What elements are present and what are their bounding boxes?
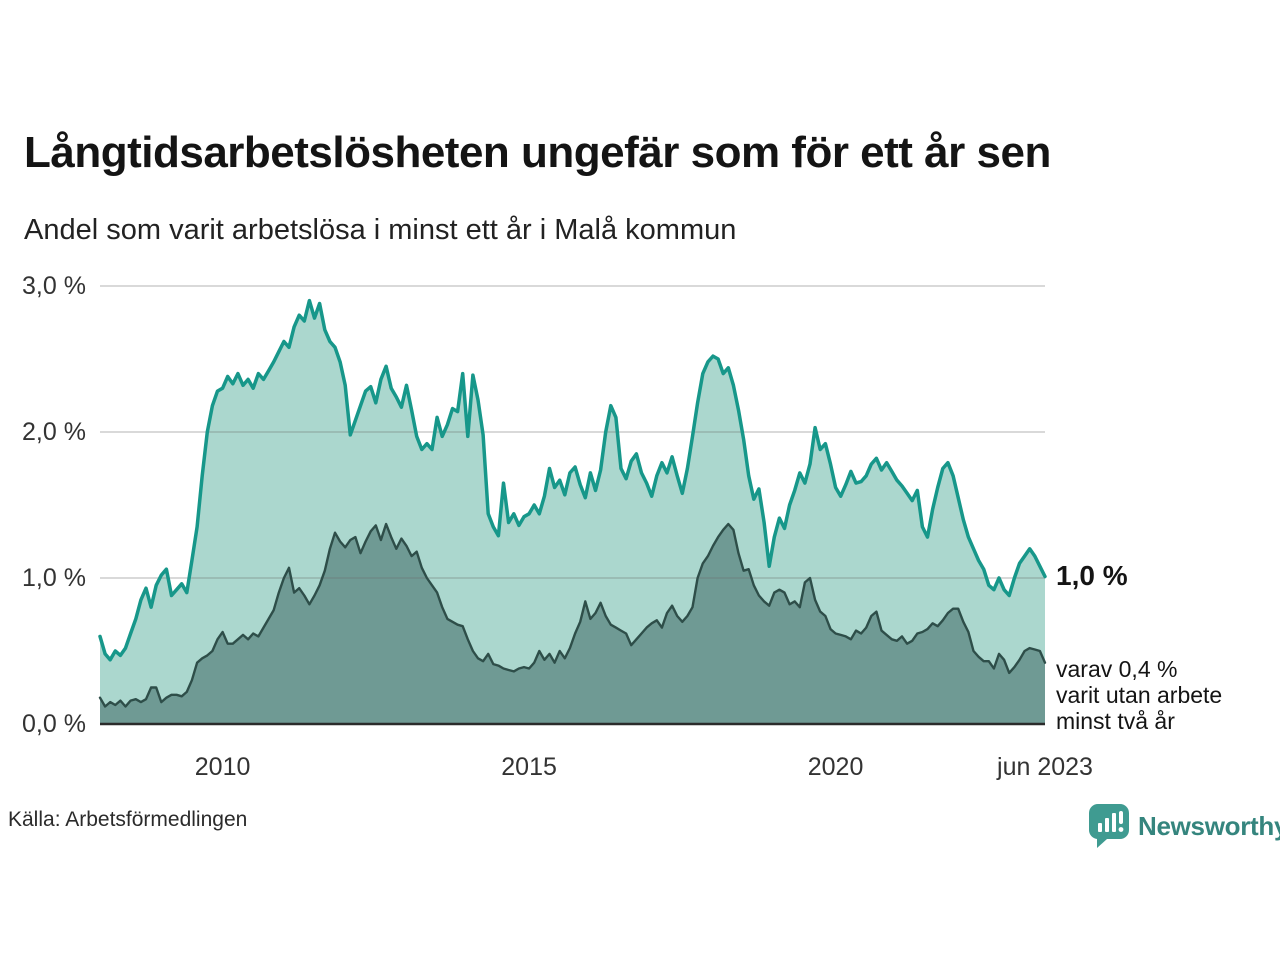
end-sub-line: varav 0,4 % [1056, 656, 1178, 682]
x-tick-label: 2010 [194, 753, 251, 781]
page-title: Långtidsarbetslösheten ungefär som för e… [24, 128, 1051, 177]
x-tick-label: 2020 [807, 753, 864, 781]
logo-bar-1 [1098, 823, 1102, 832]
y-tick-label: 3,0 % [22, 272, 86, 300]
line-total [98, 298, 1047, 662]
y-tick-label: 2,0 % [22, 418, 86, 446]
logo-bar-2 [1105, 818, 1109, 832]
end-sub-annotation: varav 0,4 % varit utan arbete minst två år [1056, 656, 1222, 734]
x-tick-label: jun 2023 [997, 753, 1093, 781]
logo-exclamation-dot [1118, 827, 1124, 832]
logo-exclamation-bar [1119, 811, 1123, 824]
gridlines [100, 285, 1045, 579]
end-value-annotation: 1,0 % [1056, 560, 1128, 591]
source-caption: Källa: Arbetsförmedlingen [8, 808, 248, 831]
newsworthy-logo-icon [1088, 804, 1129, 848]
newsworthy-logo: Newsworthy [1088, 803, 1280, 849]
area-fill-two-years [100, 524, 1045, 724]
x-tick-label: 2015 [501, 753, 557, 781]
y-tick-label: 0,0 % [22, 710, 86, 738]
line-two-years [98, 522, 1047, 708]
end-sub-line: minst två år [1056, 708, 1175, 734]
logo-bar-3 [1112, 813, 1116, 832]
end-sub-line: varit utan arbete [1056, 682, 1223, 708]
y-tick-label: 1,0 % [22, 564, 86, 592]
newsworthy-logo-text: Newsworthy [1138, 810, 1280, 841]
chart-subtitle: Andel som varit arbetslösa i minst ett å… [24, 214, 737, 246]
